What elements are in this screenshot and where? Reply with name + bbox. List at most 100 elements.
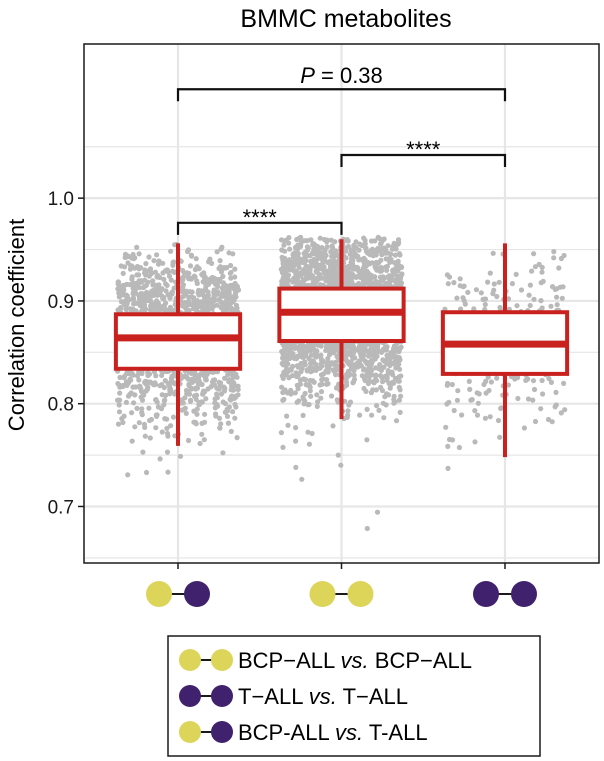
- data-point: [364, 406, 370, 412]
- data-point: [143, 271, 149, 277]
- data-point: [373, 265, 379, 271]
- data-point: [328, 249, 334, 255]
- data-point: [315, 399, 321, 405]
- data-point: [560, 284, 566, 290]
- data-point: [224, 413, 231, 419]
- data-point: [545, 416, 552, 423]
- data-point: [197, 440, 203, 447]
- data-point: [293, 438, 299, 444]
- data-point: [345, 243, 351, 250]
- data-point: [364, 525, 370, 532]
- data-point: [121, 375, 127, 381]
- data-point: [333, 347, 339, 353]
- data-point: [221, 384, 227, 390]
- data-point: [121, 413, 127, 419]
- data-point: [313, 354, 319, 360]
- data-point: [301, 376, 307, 382]
- data-point: [391, 243, 398, 249]
- data-point: [228, 428, 234, 434]
- data-point: [472, 408, 478, 414]
- data-point: [538, 406, 544, 412]
- data-point: [117, 384, 123, 390]
- data-point: [374, 346, 380, 353]
- data-point: [294, 363, 300, 369]
- data-point: [539, 269, 545, 275]
- data-point: [381, 236, 387, 242]
- data-point: [531, 296, 537, 302]
- data-point: [321, 252, 327, 258]
- data-point: [146, 291, 152, 297]
- data-point: [390, 267, 396, 273]
- data-point: [186, 294, 192, 300]
- data-point: [361, 352, 367, 358]
- data-point: [304, 238, 310, 244]
- data-point: [166, 382, 172, 389]
- data-point: [515, 395, 521, 402]
- data-point: [230, 299, 236, 305]
- data-point: [147, 435, 153, 441]
- group-dot-bcp: [347, 581, 374, 607]
- data-point: [186, 381, 192, 387]
- data-point: [343, 344, 349, 350]
- data-point: [218, 246, 224, 252]
- data-point: [177, 453, 184, 459]
- significance-label: P = 0.38: [300, 63, 383, 88]
- box-iqr: [113, 312, 243, 371]
- group-dot-tall: [184, 581, 211, 607]
- data-point: [143, 261, 149, 267]
- data-point: [171, 369, 177, 375]
- data-point: [491, 281, 497, 287]
- box-3: [440, 243, 570, 458]
- data-point: [285, 367, 291, 373]
- data-point: [343, 248, 349, 254]
- group-dot-tall: [211, 685, 233, 707]
- data-point: [526, 292, 532, 298]
- data-point: [326, 352, 333, 358]
- data-point: [554, 294, 560, 300]
- data-point: [398, 264, 404, 271]
- data-point: [361, 255, 367, 261]
- data-point: [307, 345, 313, 351]
- box-2: [277, 239, 406, 420]
- data-point: [494, 293, 500, 300]
- data-point: [505, 296, 512, 302]
- data-point: [282, 260, 288, 266]
- data-point: [482, 415, 488, 421]
- data-point: [117, 374, 123, 381]
- data-point: [162, 378, 168, 384]
- bracket-line: [176, 88, 507, 102]
- data-point: [350, 258, 356, 264]
- data-point: [202, 306, 208, 312]
- data-point: [279, 278, 285, 284]
- data-point: [297, 381, 303, 387]
- data-point: [561, 380, 567, 386]
- data-point: [189, 289, 195, 295]
- data-point: [139, 412, 145, 418]
- data-point: [231, 293, 237, 299]
- data-point: [118, 263, 124, 269]
- data-point: [553, 389, 559, 395]
- data-point: [120, 419, 126, 426]
- data-point: [364, 280, 370, 286]
- data-point: [380, 274, 386, 280]
- data-point: [335, 399, 341, 405]
- data-point: [136, 370, 142, 377]
- data-point: [123, 379, 130, 385]
- data-point: [319, 360, 325, 367]
- data-point: [317, 273, 323, 279]
- data-point: [147, 417, 153, 424]
- data-point: [529, 268, 535, 274]
- data-point: [451, 407, 457, 414]
- data-point: [194, 406, 200, 412]
- data-point: [193, 386, 199, 392]
- data-point: [205, 292, 211, 298]
- data-point: [373, 387, 379, 393]
- data-point: [497, 434, 503, 440]
- data-point: [335, 364, 341, 370]
- data-point: [330, 277, 336, 283]
- data-point: [350, 362, 356, 368]
- data-point: [201, 372, 207, 378]
- data-point: [185, 248, 191, 255]
- data-point: [377, 248, 383, 254]
- data-point: [387, 255, 393, 262]
